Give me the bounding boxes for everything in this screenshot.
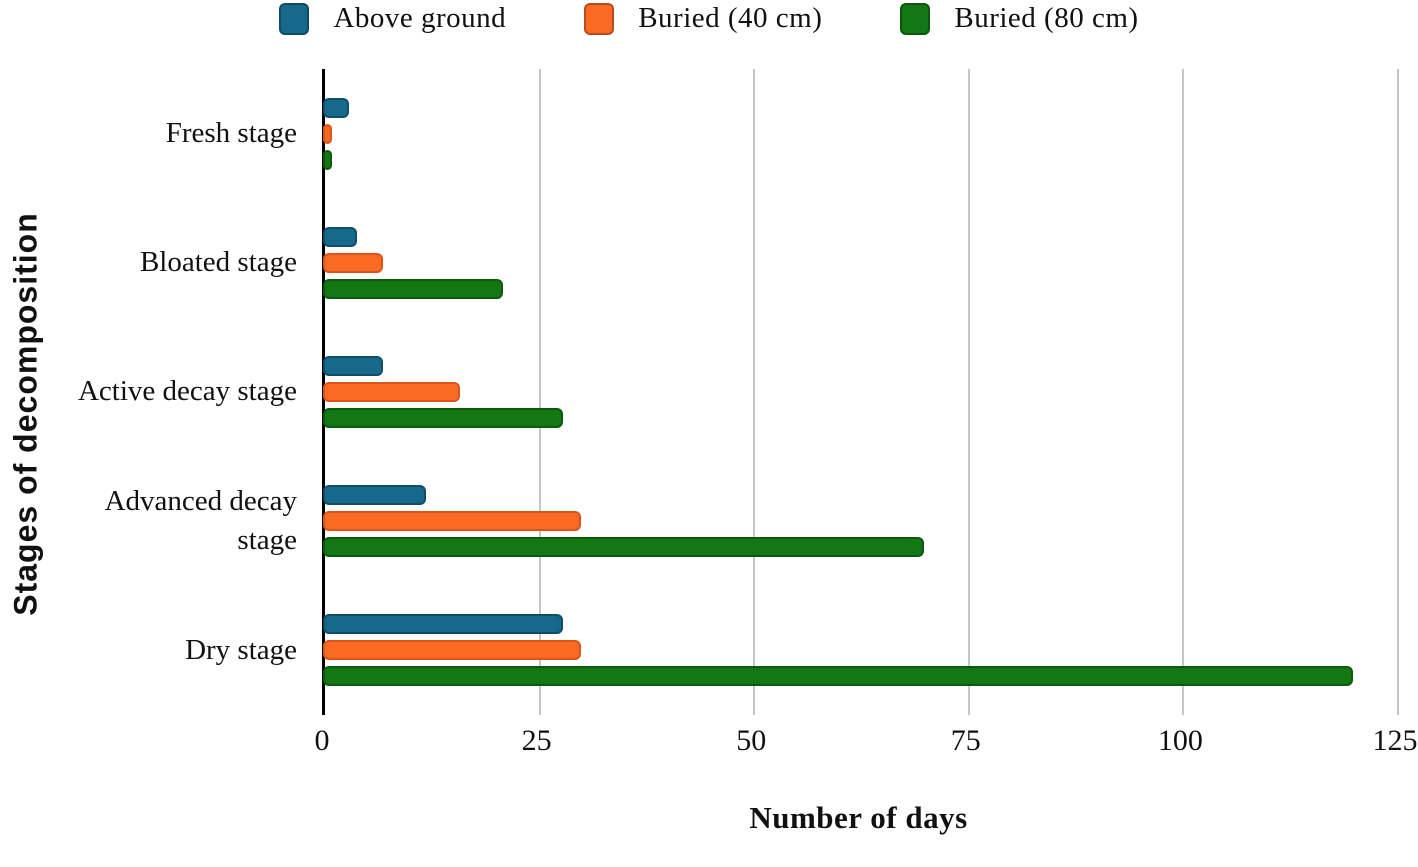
x-tick-label: 75 bbox=[950, 724, 981, 757]
legend-swatch-icon bbox=[584, 2, 615, 35]
bar-above-ground bbox=[323, 485, 426, 506]
bar-above-ground bbox=[323, 356, 384, 376]
x-axis-ticks: 0 25 50 75 100 125 bbox=[315, 724, 1418, 764]
gridline bbox=[538, 69, 541, 715]
x-tick-label: 50 bbox=[736, 724, 767, 757]
plot-area bbox=[322, 69, 1399, 715]
x-tick-label: 100 bbox=[1157, 724, 1203, 757]
bar-buried-40-cm bbox=[323, 252, 384, 273]
bar-above-ground bbox=[323, 97, 349, 118]
y-axis-title: Stages of decomposition bbox=[7, 212, 44, 616]
bar-group bbox=[323, 327, 1398, 456]
legend-item: Buried (80 cm) bbox=[900, 2, 1138, 35]
x-tick-label: 0 bbox=[314, 724, 330, 757]
bar-buried-80-cm bbox=[323, 408, 564, 428]
bar-buried-80-cm bbox=[323, 666, 1354, 687]
category-label: Advanced decay stage bbox=[104, 485, 297, 557]
bar-buried-80-cm bbox=[323, 537, 924, 558]
gridline bbox=[1182, 69, 1185, 715]
category-label: Active decay stage bbox=[77, 375, 297, 408]
x-tick-label: 125 bbox=[1372, 724, 1418, 757]
bar-group bbox=[323, 457, 1398, 586]
legend-label: Above ground bbox=[333, 2, 507, 34]
bar-above-ground bbox=[323, 614, 564, 635]
legend-swatch-icon bbox=[900, 2, 931, 35]
legend-item: Buried (40 cm) bbox=[584, 2, 822, 35]
category-label: Fresh stage bbox=[165, 117, 297, 150]
bar-buried-80-cm bbox=[323, 149, 332, 170]
legend-label: Buried (40 cm) bbox=[638, 2, 823, 34]
gridline bbox=[1397, 69, 1399, 715]
legend-item: Above ground bbox=[279, 2, 506, 35]
legend: Above ground Buried (40 cm) Buried (80 cm) bbox=[0, 2, 1418, 35]
category-label: Dry stage bbox=[185, 633, 297, 666]
category-label: Bloated stage bbox=[139, 246, 297, 279]
bar-buried-80-cm bbox=[323, 278, 504, 299]
category-labels: Fresh stage Bloated stage Active decay sta… bbox=[40, 69, 310, 715]
bar-buried-40-cm bbox=[323, 640, 581, 661]
bar-group bbox=[323, 69, 1398, 198]
bar-group bbox=[323, 198, 1398, 327]
gridline bbox=[967, 69, 970, 715]
bar-buried-40-cm bbox=[323, 382, 461, 402]
gridline bbox=[753, 69, 756, 715]
x-tick-label: 25 bbox=[521, 724, 552, 757]
bar-rows bbox=[323, 69, 1398, 715]
bar-buried-40-cm bbox=[323, 123, 332, 144]
legend-swatch-icon bbox=[279, 2, 310, 35]
bar-group bbox=[323, 586, 1398, 715]
bar-above-ground bbox=[323, 226, 358, 247]
legend-label: Buried (80 cm) bbox=[954, 2, 1139, 34]
x-axis-title: Number of days bbox=[749, 800, 968, 835]
bar-buried-40-cm bbox=[323, 511, 581, 532]
